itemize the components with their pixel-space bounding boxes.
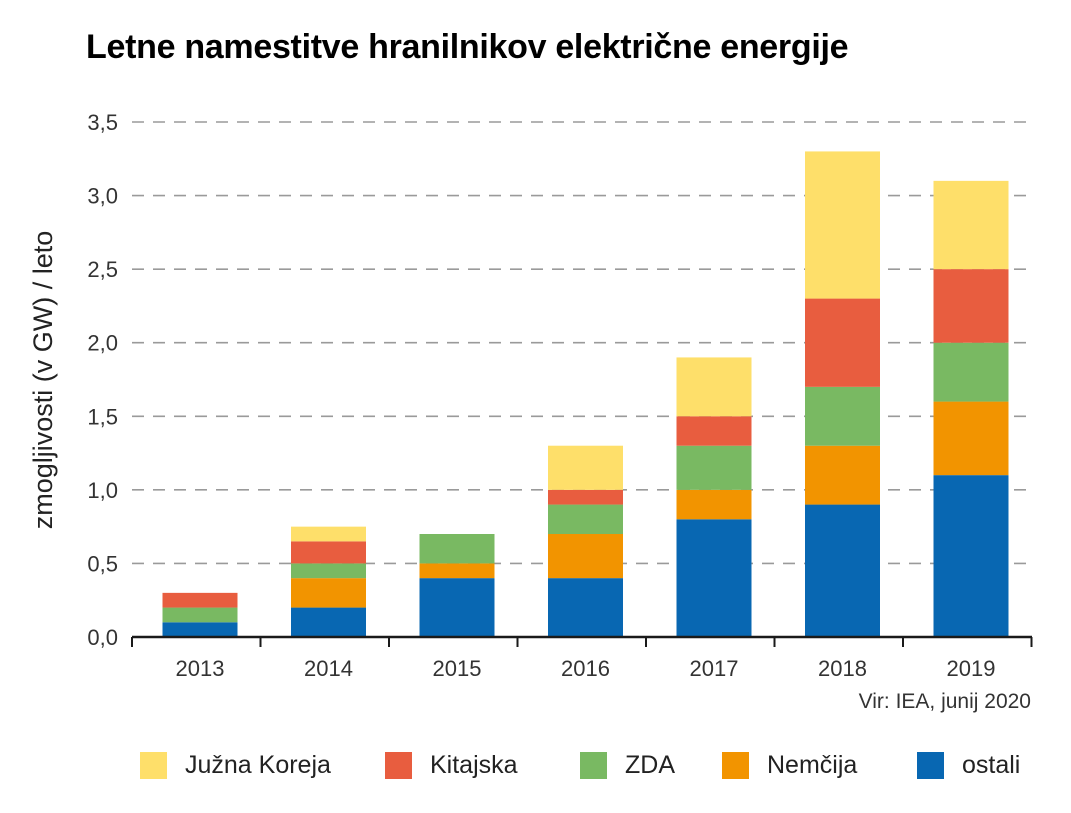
legend-label: Nemčija [767,750,858,779]
bar-segment-zda-2017 [676,445,752,490]
x-tick-label: 2017 [690,656,739,681]
x-axis [131,635,1033,647]
bar-segment-nem-ija-2018 [805,445,880,505]
legend-item: ZDA [580,742,675,788]
stacked-bar-chart: 0,00,51,01,52,02,53,03,5 2013 2014 2015 201… [28,110,1033,681]
bar-segment-ostali-2015 [419,578,495,637]
bar-segment-zda-2018 [805,386,880,446]
chart-title: Letne namestitve hranilnikov električne … [86,28,849,66]
bar-segment-ju-na-koreja-2017 [676,357,752,417]
bar-segment-ostali-2018 [805,504,880,637]
legend-label: ZDA [625,750,675,779]
y-tick-label: 1,0 [87,478,118,503]
y-axis-label: zmogljivosti (v GW) / leto [28,231,58,530]
bar-segment-kitajska-2013 [162,592,238,608]
bar-segment-ostali-2014 [291,607,366,637]
legend-item: Kitajska [385,742,518,788]
y-tick-label: 1,5 [87,404,118,429]
bar-segment-kitajska-2018 [805,298,880,387]
bar-segment-ostali-2017 [676,519,752,637]
bar-segment-zda-2013 [162,607,238,623]
bar-segment-kitajska-2016 [548,489,623,505]
x-tick-label: 2015 [433,656,482,681]
legend-swatch [140,751,167,779]
y-tick-label: 0,5 [87,551,118,576]
x-tick-label: 2016 [561,656,610,681]
source-note: Vir: IEA, junij 2020 [858,690,1031,713]
bar-segment-ju-na-koreja-2014 [291,526,366,542]
bar-segment-nem-ija-2014 [291,578,366,608]
bar-segment-ostali-2019 [933,475,1009,637]
legend: Južna Koreja Kitajska ZDA Nemčija ostali [0,742,1071,788]
y-axis-tick-labels: 0,0 0,5 1,0 1,5 2,0 2,5 3,0 3,5 [87,110,118,650]
bar-segment-nem-ija-2019 [933,401,1009,476]
legend-item: Južna Koreja [140,742,331,788]
bar-segment-ostali-2013 [162,622,238,637]
legend-swatch [917,751,944,779]
bar-segment-zda-2015 [419,534,495,564]
bar-segment-ju-na-koreja-2018 [805,151,880,299]
x-tick-label: 2013 [176,656,225,681]
bar-segment-zda-2016 [548,504,623,534]
legend-swatch [722,751,749,779]
bar-segment-zda-2014 [291,563,366,579]
bar-segment-ju-na-koreja-2016 [548,445,623,490]
bar-segment-kitajska-2014 [291,541,366,564]
bar-segment-ostali-2016 [548,578,623,637]
legend-item: ostali [917,742,1020,788]
legend-swatch [385,751,412,779]
bar-segment-ju-na-koreja-2019 [933,180,1009,270]
bar-segment-nem-ija-2017 [676,489,752,520]
y-tick-label: 3,5 [87,110,118,135]
bar-segment-kitajska-2019 [933,269,1009,343]
y-tick-label: 0,0 [87,625,118,650]
legend-label: ostali [962,750,1021,779]
y-tick-label: 3,0 [87,184,118,209]
legend-label: Kitajska [430,750,518,779]
bar-segment-nem-ija-2016 [548,534,623,579]
y-tick-label: 2,0 [87,331,118,356]
bar-segment-nem-ija-2015 [419,563,495,579]
x-axis-tick-labels: 2013 2014 2015 2016 2017 2018 2019 [176,656,996,681]
x-tick-label: 2019 [947,656,996,681]
bars [162,151,1009,637]
y-tick-label: 2,5 [87,257,118,282]
legend-swatch [580,751,607,779]
x-tick-label: 2014 [304,656,353,681]
bar-segment-zda-2019 [933,342,1009,402]
x-tick-label: 2018 [818,656,867,681]
legend-item: Nemčija [722,742,857,788]
legend-label: Južna Koreja [185,750,331,779]
bar-segment-kitajska-2017 [676,416,752,446]
